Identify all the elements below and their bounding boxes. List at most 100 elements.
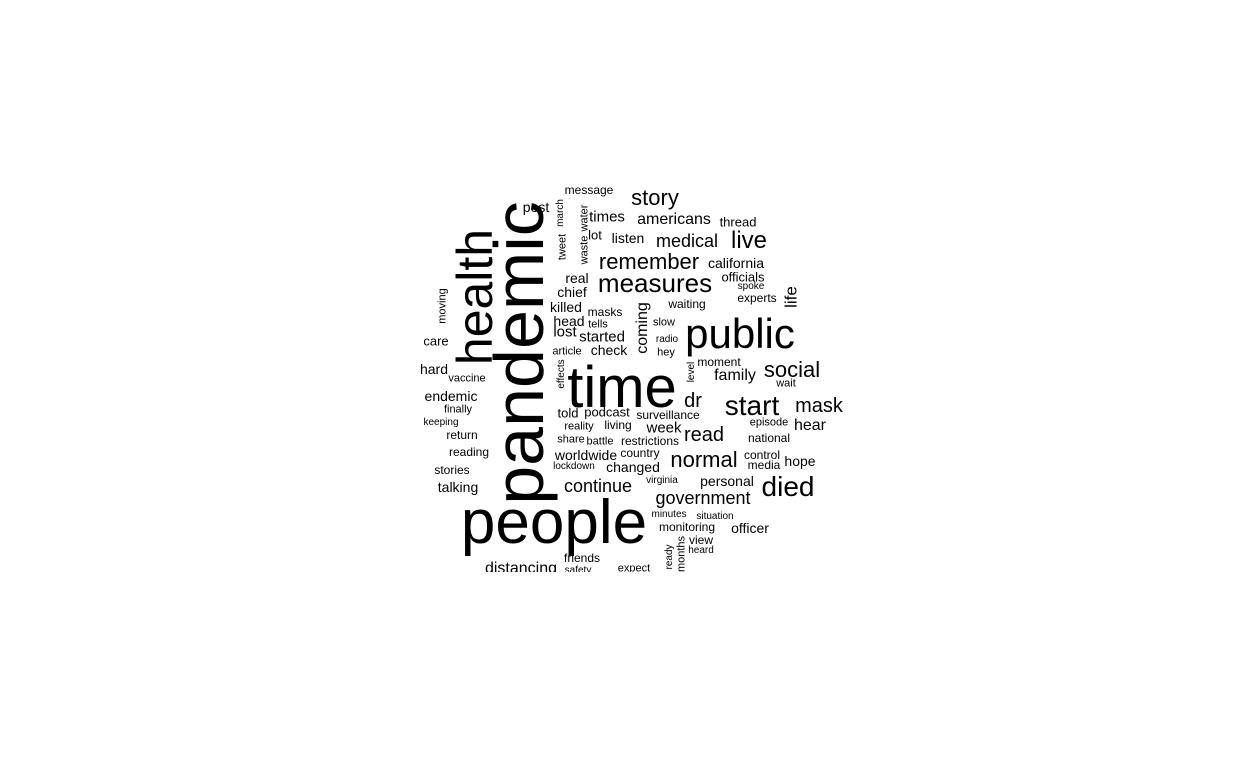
word-story: story bbox=[631, 185, 679, 210]
word-minutes: minutes bbox=[651, 509, 687, 520]
word-battle: battle bbox=[586, 435, 614, 448]
word-check: check bbox=[590, 342, 628, 358]
word-family: family bbox=[714, 367, 756, 384]
word-episode: episode bbox=[749, 416, 789, 429]
word-ready: ready bbox=[664, 544, 675, 570]
word-hear: hear bbox=[793, 417, 827, 434]
word-share: share bbox=[557, 433, 585, 446]
word-health: health bbox=[447, 228, 503, 366]
word-national: national bbox=[747, 431, 791, 445]
word-effects: effects bbox=[556, 359, 567, 389]
word-coming: coming bbox=[634, 302, 651, 354]
word-situation: situation bbox=[696, 511, 734, 522]
word-view: view bbox=[688, 533, 714, 547]
word-expect: expect bbox=[617, 562, 651, 575]
word-surveillance: surveillance bbox=[636, 408, 700, 422]
word-virginia: virginia bbox=[646, 475, 678, 486]
word-public: public bbox=[685, 310, 795, 357]
word-article: article bbox=[552, 345, 582, 358]
word-tells: tells bbox=[588, 318, 608, 331]
word-months: months bbox=[675, 535, 688, 573]
word-return: return bbox=[446, 428, 478, 442]
word-reality: reality bbox=[564, 420, 594, 433]
word-country: country bbox=[620, 446, 660, 460]
word-officer: officer bbox=[731, 520, 769, 536]
word-government: government bbox=[655, 488, 751, 508]
word-died: died bbox=[761, 471, 815, 502]
word-killed: killed bbox=[550, 299, 582, 315]
word-control: control bbox=[743, 448, 781, 462]
word-chief: chief bbox=[557, 284, 587, 300]
word-keeping: keeping bbox=[423, 417, 459, 428]
word-worldwide: worldwide bbox=[554, 447, 618, 463]
word-lockdown: lockdown bbox=[553, 461, 595, 472]
word-level: level bbox=[686, 361, 697, 383]
word-friends: friends bbox=[563, 551, 601, 565]
word-medical: medical bbox=[655, 231, 719, 251]
word-post: post bbox=[522, 199, 550, 215]
word-experts: experts bbox=[737, 291, 777, 305]
word-water: water bbox=[578, 204, 591, 232]
word-restrictions: restrictions bbox=[620, 434, 680, 448]
word-real: real bbox=[565, 270, 589, 286]
word-waiting: waiting bbox=[668, 297, 706, 311]
word-wait: wait bbox=[776, 377, 796, 390]
word-moment: moment bbox=[697, 355, 741, 369]
word-endemic: endemic bbox=[424, 388, 478, 404]
word-radio: radio bbox=[655, 334, 679, 345]
word-hope: hope bbox=[784, 453, 816, 469]
word-podcast: podcast bbox=[584, 404, 630, 420]
word-week: week bbox=[646, 419, 682, 437]
word-tweet: tweet bbox=[556, 233, 569, 261]
word-life: life bbox=[781, 286, 801, 308]
word-moving: moving bbox=[436, 288, 449, 324]
word-changed: changed bbox=[606, 459, 660, 475]
word-people: people bbox=[460, 488, 648, 557]
word-normal: normal bbox=[670, 447, 738, 472]
word-social: social bbox=[763, 357, 821, 382]
word-listen: listen bbox=[611, 230, 645, 246]
word-talking: talking bbox=[437, 479, 479, 495]
word-finally: finally bbox=[443, 403, 473, 416]
word-lost: lost bbox=[553, 323, 577, 341]
word-officials: officials bbox=[721, 269, 765, 285]
word-spoke: spoke bbox=[737, 281, 765, 292]
word-americans: americans bbox=[637, 211, 711, 228]
word-stories: stories bbox=[434, 463, 470, 477]
word-monitoring: monitoring bbox=[658, 520, 716, 534]
word-waste: waste bbox=[578, 235, 591, 265]
word-hard: hard bbox=[419, 361, 449, 377]
word-reading: reading bbox=[448, 445, 490, 459]
word-live: live bbox=[730, 227, 768, 254]
word-told: told bbox=[557, 405, 579, 421]
word-heard: heard bbox=[688, 545, 714, 556]
word-start: start bbox=[724, 390, 780, 421]
word-slow: slow bbox=[652, 316, 676, 329]
word-continue: continue bbox=[563, 476, 633, 496]
word-started: started bbox=[579, 328, 625, 346]
word-safety: safety bbox=[564, 565, 592, 576]
word-masks: masks bbox=[587, 305, 623, 319]
word-dr: dr bbox=[684, 390, 702, 412]
word-distancing: distancing bbox=[484, 560, 558, 577]
word-mask: mask bbox=[795, 395, 843, 417]
word-living: living bbox=[604, 418, 632, 432]
word-message: message bbox=[564, 183, 614, 197]
word-hey: hey bbox=[657, 346, 675, 359]
word-head: head bbox=[553, 313, 585, 329]
word-time: time bbox=[567, 355, 677, 420]
word-march: march bbox=[555, 199, 566, 227]
word-care: care bbox=[423, 333, 449, 349]
word-california: california bbox=[707, 255, 765, 271]
word-personal: personal bbox=[700, 473, 754, 489]
word-times: times bbox=[589, 208, 625, 226]
word-read: read bbox=[683, 424, 725, 446]
word-thread: thread bbox=[719, 214, 757, 230]
word-measures: measures bbox=[597, 268, 713, 298]
word-vaccine: vaccine bbox=[448, 372, 486, 385]
word-media: media bbox=[747, 458, 781, 472]
word-remember: remember bbox=[598, 249, 700, 274]
word-lot: lot bbox=[588, 227, 602, 243]
